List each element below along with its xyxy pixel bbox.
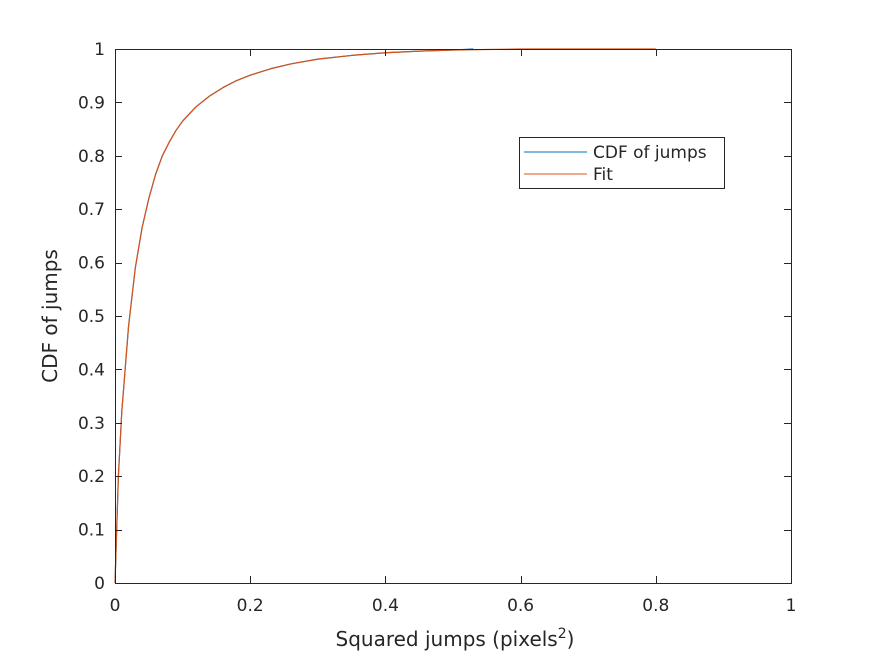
x-tick-label: 0.2	[237, 596, 264, 616]
y-tick-label: 0.2	[78, 467, 105, 487]
x-tick-label: 0	[110, 596, 121, 616]
legend-label-cdf: CDF of jumps	[593, 143, 707, 163]
y-tick-label: 0	[94, 574, 105, 594]
y-tick-label: 0.1	[78, 521, 105, 541]
x-tick-label: 0.6	[507, 596, 534, 616]
x-axis-label-superscript: 2	[558, 626, 567, 642]
plot-area	[115, 49, 791, 583]
y-axis-label: CDF of jumps	[38, 249, 62, 383]
legend: CDF of jumps Fit	[519, 137, 725, 189]
y-tick-label: 0.9	[78, 93, 105, 113]
series-layer	[114, 48, 656, 584]
series-line-fit	[114, 48, 656, 584]
y-tick-label: 0.8	[78, 147, 105, 167]
x-tick-label: 0.4	[372, 596, 399, 616]
y-tick-label: 0.3	[78, 414, 105, 434]
x-axis-label-text: Squared jumps (pixels	[336, 627, 558, 651]
x-tick-label: 0.8	[642, 596, 669, 616]
x-tick-label: 1	[786, 596, 797, 616]
y-tick-label: 0.7	[78, 200, 105, 220]
y-tick-label: 1	[94, 40, 105, 60]
y-tick-label: 0.6	[78, 254, 105, 274]
y-tick-label: 0.4	[78, 360, 105, 380]
legend-label-fit: Fit	[593, 165, 613, 185]
x-axis-label: Squared jumps (pixels2)	[336, 626, 575, 651]
y-tick-label: 0.5	[78, 307, 105, 327]
legend-box	[519, 137, 725, 189]
plot-frame	[115, 49, 792, 584]
axis-ticks: 0 0.2 0.4 0.6 0.8 1 0 0.1 0.2 0.3 0.4 0.5 0.6 0.7 0.8 0…	[78, 40, 796, 616]
x-axis-label-suffix: )	[567, 627, 575, 651]
